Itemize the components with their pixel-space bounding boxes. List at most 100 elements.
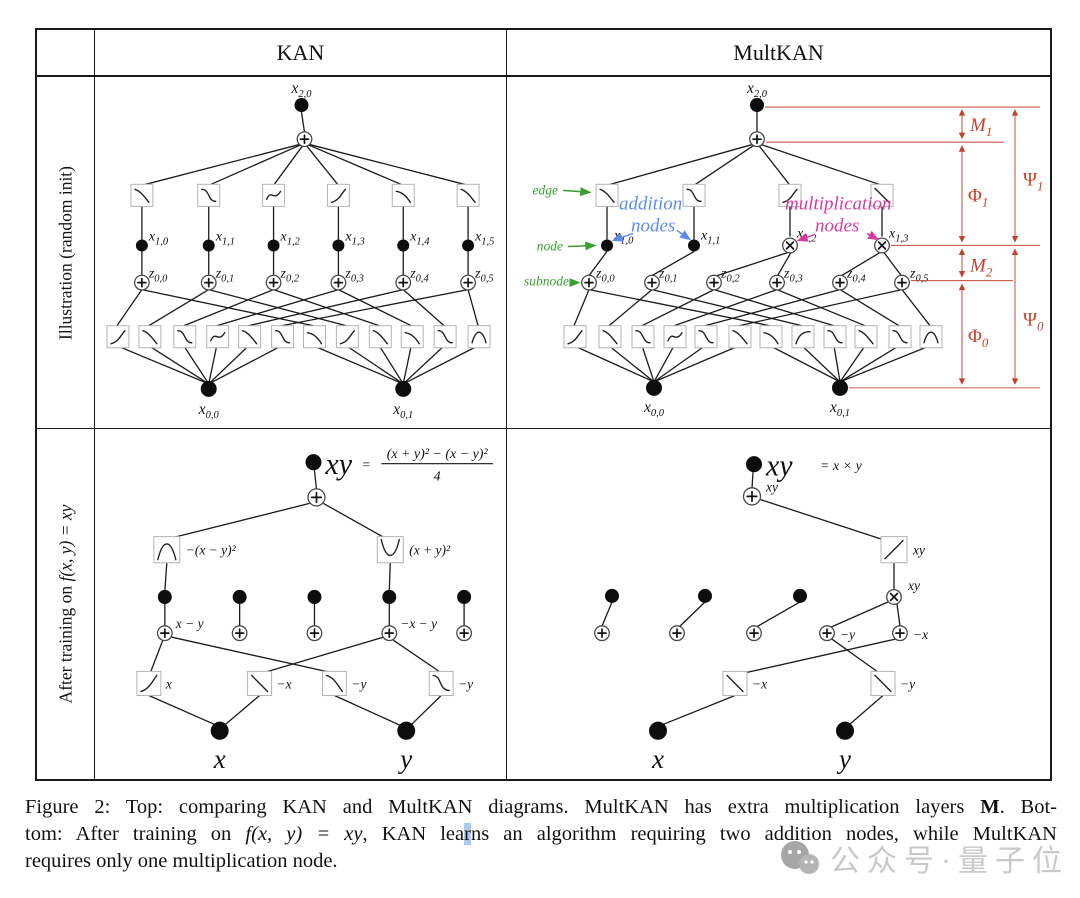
caption-math: f(x, y) = xy: [245, 823, 363, 845]
kan-trained-labels: xy = (x + y)² − (x − y)² 4 −(x − y)² (x …: [165, 447, 494, 774]
caption-bold-M: M: [980, 796, 1000, 818]
label-z02: z0,2: [280, 267, 300, 285]
magenta-annotations: multiplication nodes: [785, 193, 892, 242]
multiplication-node: [885, 588, 903, 606]
multkan-trained-labels: xy = x × y xy xy xy −y −x −x −y x y: [651, 448, 928, 774]
formula-denominator: 4: [434, 469, 441, 484]
header-multkan: MultKAN: [507, 30, 1050, 77]
label-z01: z0,1: [658, 267, 678, 285]
label-sub-negy: −y: [840, 627, 855, 642]
kan-column-title: KAN: [276, 39, 325, 65]
kan-trained-diagram: xy = (x + y)² − (x − y)² 4 −(x − y)² (x …: [136, 447, 494, 774]
label-neg-x-minus-y: −x − y: [400, 616, 437, 631]
edge-function-xy-box: [880, 536, 908, 564]
multiplication-arrow-icon: [796, 232, 816, 242]
node-annotation: node: [537, 238, 563, 253]
label-edge-xy: xy: [912, 543, 925, 558]
multkan-init-nodes: [580, 98, 911, 396]
edge-arrow-icon: [562, 187, 592, 197]
label-z05: z0,5: [474, 267, 494, 285]
multkan-init-cell: x2,0 x1,0 x1,1 x1,2 x1,3 z0,0 z0,1 z0,2 …: [507, 77, 1050, 429]
multkan-init-edges: [573, 112, 931, 383]
output-label: xy: [324, 447, 352, 481]
edge-annotation: edge: [533, 182, 558, 197]
header-corner-cell: [37, 30, 95, 77]
label-x-minus-y: x − y: [175, 616, 204, 631]
caption-text: tom: After training on: [25, 823, 246, 845]
label-x20: x2,0: [746, 80, 768, 100]
label-z04: z0,4: [409, 267, 429, 285]
input-label-y: y: [397, 744, 413, 774]
multiplication-node-x12: [781, 237, 799, 254]
label-Phi0: Φ0: [968, 326, 989, 350]
label-x13: x1,3: [344, 229, 364, 247]
caption-text: requires only one multiplication node.: [25, 850, 338, 872]
label-edge-x: x: [165, 676, 172, 691]
input-label-y: y: [836, 744, 852, 774]
green-annotations: edge node subnode: [524, 182, 597, 289]
caption-highlighted-char: r: [464, 823, 471, 845]
label-z05: z0,5: [909, 267, 929, 285]
label-z03: z0,3: [344, 267, 364, 285]
blue-annotations: addition nodes: [611, 193, 692, 242]
label-z02: z0,2: [720, 267, 740, 285]
label-z00: z0,0: [595, 267, 615, 285]
label-edge-negy: −y: [351, 676, 366, 691]
multkan-trained-cell: xy = x × y xy xy xy −y −x −x −y x y: [507, 429, 1050, 779]
kan-init-labels: x2,0 x1,0 x1,1 x1,2 x1,3 x1,4 x1,5 z0,0 …: [148, 80, 494, 421]
label-x11: x1,1: [215, 229, 235, 247]
formula-numerator: (x + y)² − (x − y)²: [387, 447, 489, 462]
multiplication-node-x13: [873, 237, 891, 254]
multkan-init-labels: x2,0 x1,0 x1,1 x1,2 x1,3 z0,0 z0,1 z0,2 …: [595, 80, 929, 419]
edge-function-neg-sq-box: [153, 536, 181, 564]
multiplication-nodes-annotation-line1: multiplication: [785, 193, 892, 214]
output-label: xy: [765, 448, 793, 482]
node-arrow-icon: [567, 241, 597, 251]
label-M1: M1: [969, 115, 992, 139]
label-sub-negx: −x: [913, 627, 928, 642]
row2-label-prefix: After training on: [55, 581, 75, 704]
addition-node-x10: [601, 239, 613, 252]
row2-label: After training on f(x, y) = xy: [55, 505, 76, 704]
kan-trained-boxes: [136, 536, 454, 697]
caption-line-3: requires only one multiplication node.: [25, 848, 1057, 875]
label-Psi0: Ψ0: [1023, 310, 1044, 334]
kan-trained-edges: [148, 470, 465, 728]
addition-arrow-icon: [611, 232, 634, 242]
label-M2: M2: [969, 256, 993, 280]
edge-function-negx-box: [722, 670, 748, 697]
label-x10: x1,0: [148, 229, 169, 247]
edge-function-negx-box: [247, 670, 273, 697]
label-x01: x0,1: [829, 399, 850, 419]
output-equation: = x × y: [820, 458, 863, 474]
row2-label-cell: After training on f(x, y) = xy: [37, 429, 95, 779]
multkan-trained-edges: [601, 472, 901, 727]
label-z01: z0,1: [215, 267, 235, 285]
header-kan: KAN: [95, 30, 507, 77]
label-x15: x1,5: [474, 229, 494, 247]
row1-label-cell: Illustration (random init): [37, 77, 95, 429]
edge-function-negy-box: [321, 670, 347, 697]
caption-text: , KAN lea: [362, 823, 465, 845]
label-x12: x1,2: [280, 229, 301, 247]
label-x01: x0,1: [392, 401, 413, 421]
label-x00: x0,0: [643, 399, 665, 419]
edge-function-x-box: [136, 670, 162, 697]
edge-function-negy-box: [870, 670, 896, 697]
label-edge-negx: −x: [277, 676, 292, 691]
kan-trained-cell: xy = (x + y)² − (x − y)² 4 −(x − y)² (x …: [95, 429, 507, 779]
multkan-trained-diagram: xy = x × y xy xy xy −y −x −x −y x y: [593, 448, 928, 774]
kan-init-edges: [116, 112, 479, 385]
caption-line-1: Figure 2: Top: comparing KAN and MultKAN…: [25, 794, 1057, 821]
input-label-x: x: [213, 744, 226, 774]
multkan-trained-boxes: [722, 536, 908, 697]
label-Phi1: Φ1: [968, 185, 988, 209]
caption-text: Figure 2: Top: comparing KAN and MultKAN…: [25, 796, 981, 818]
kan-trained-nodes: [156, 454, 473, 740]
addition-node-x11: [688, 239, 700, 252]
edge-function-pos-sq-box: [376, 536, 404, 564]
label-x13: x1,3: [888, 226, 908, 244]
row2-label-math: f(x, y) = xy: [55, 504, 75, 582]
comparison-table: KAN MultKAN Illustration (random init): [35, 28, 1052, 781]
